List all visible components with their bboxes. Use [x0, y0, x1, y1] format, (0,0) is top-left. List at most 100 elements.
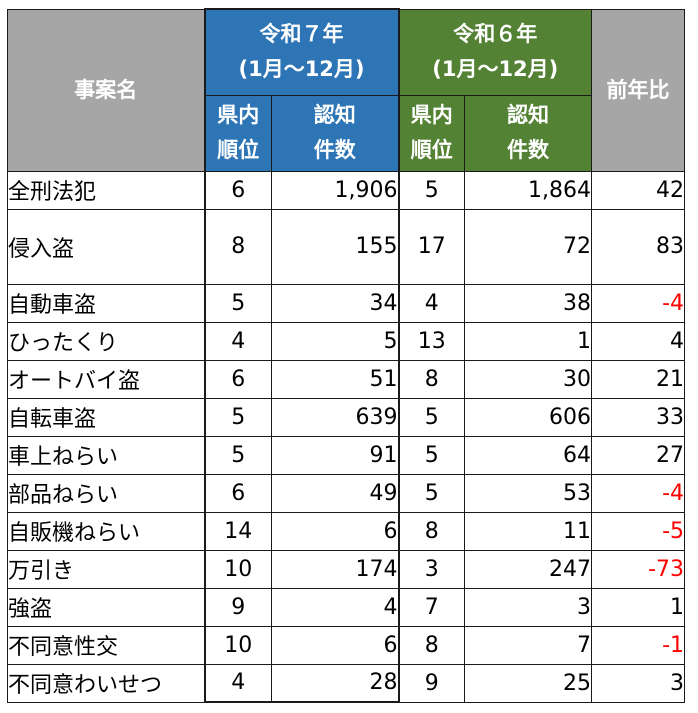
row-r6-rank: 4 [398, 283, 465, 323]
row-diff: 21 [591, 359, 685, 399]
row-r6-count: 606 [464, 397, 592, 437]
row-r6-rank: 17 [398, 208, 465, 285]
crime-stats-table-container: 事案名 令和７年 (1月～12月) 令和６年 (1月～12月) 前年比 県内 順… [7, 8, 685, 703]
row-name: ひったくり [7, 321, 205, 361]
row-r7-count: 28 [271, 663, 400, 703]
table-row: 強盗 9 4 7 3 1 [7, 587, 685, 627]
header-r7-range: (1月～12月) [238, 57, 365, 82]
row-r6-count: 53 [464, 473, 592, 513]
row-r7-rank: 5 [203, 435, 272, 475]
row-r7-count: 51 [271, 359, 400, 399]
header-r6-year: 令和６年 [453, 22, 538, 46]
row-r6-count: 25 [464, 663, 592, 703]
header-r6-count-line1: 認知 [507, 103, 549, 127]
row-r6-count: 38 [464, 283, 592, 323]
row-name: 車上ねらい [7, 435, 205, 475]
table-row: オートバイ盗 6 51 8 30 21 [7, 359, 685, 399]
row-r6-rank: 5 [398, 473, 465, 513]
table-row: 車上ねらい 5 91 5 64 27 [7, 435, 685, 475]
row-r6-count: 1,864 [464, 170, 592, 210]
row-diff: 83 [591, 208, 685, 285]
header-diff: 前年比 [591, 8, 685, 172]
row-diff: 1 [591, 587, 685, 627]
header-r7-year: 令和７年 [259, 22, 344, 47]
table-row: ひったくり 4 5 13 1 4 [7, 321, 685, 361]
row-r6-rank: 5 [398, 435, 465, 475]
row-r7-count: 5 [271, 321, 400, 361]
crime-stats-table: 事案名 令和７年 (1月～12月) 令和６年 (1月～12月) 前年比 県内 順… [7, 8, 685, 703]
table-row: 万引き 10 174 3 247 -73 [7, 549, 685, 589]
row-r6-rank: 13 [398, 321, 465, 361]
header-r6-rank: 県内 順位 [398, 94, 465, 172]
row-name: オートバイ盗 [7, 359, 205, 399]
row-r7-rank: 14 [203, 511, 272, 551]
row-r7-count: 6 [271, 625, 400, 665]
row-r6-rank: 8 [398, 511, 465, 551]
header-category: 事案名 [7, 8, 205, 172]
row-r6-count: 1 [464, 321, 592, 361]
row-r6-count: 11 [464, 511, 592, 551]
table-row: 自販機ねらい 14 6 8 11 -5 [7, 511, 685, 551]
row-r7-count: 4 [271, 587, 400, 627]
header-r6-period: 令和６年 (1月～12月) [398, 8, 592, 96]
row-diff: 42 [591, 170, 685, 210]
row-r7-rank: 6 [203, 359, 272, 399]
table-row: 侵入盗 8 155 17 72 83 [7, 208, 685, 285]
row-r6-count: 64 [464, 435, 592, 475]
row-name: 不同意わいせつ [7, 663, 205, 703]
row-r7-count: 49 [271, 473, 400, 513]
row-r7-rank: 8 [203, 208, 272, 285]
header-r7-rank-line2: 順位 [217, 138, 260, 162]
row-r6-rank: 8 [398, 625, 465, 665]
row-r7-count: 639 [271, 397, 400, 437]
row-name: 自販機ねらい [7, 511, 205, 551]
header-r7-count: 認知 件数 [271, 94, 400, 172]
row-r7-count: 34 [271, 283, 400, 323]
row-r7-rank: 4 [203, 321, 272, 361]
row-r7-rank: 4 [203, 663, 272, 703]
header-r6-range: (1月～12月) [432, 57, 559, 81]
header-r6-rank-line2: 順位 [410, 138, 453, 162]
table-row: 自転車盗 5 639 5 606 33 [7, 397, 685, 437]
header-r7-rank-line1: 県内 [217, 103, 260, 127]
table-row: 不同意性交 10 6 8 7 -1 [7, 625, 685, 665]
row-r6-rank: 5 [398, 170, 465, 210]
row-r7-count: 155 [271, 208, 400, 285]
row-r6-count: 30 [464, 359, 592, 399]
row-name: 侵入盗 [7, 208, 205, 285]
row-r6-rank: 9 [398, 663, 465, 703]
row-r7-rank: 5 [203, 283, 272, 323]
row-name: 強盗 [7, 587, 205, 627]
row-r7-rank: 10 [203, 549, 272, 589]
header-r6-count-line2: 件数 [507, 138, 549, 162]
row-r6-rank: 7 [398, 587, 465, 627]
row-r6-rank: 5 [398, 397, 465, 437]
row-diff: 3 [591, 663, 685, 703]
row-diff: -73 [591, 549, 685, 589]
header-r6-rank-line1: 県内 [410, 103, 453, 127]
row-name: 自動車盗 [7, 283, 205, 323]
row-r7-rank: 10 [203, 625, 272, 665]
row-r7-rank: 6 [203, 170, 272, 210]
row-name: 全刑法犯 [7, 170, 205, 210]
header-r6-count: 認知 件数 [464, 94, 592, 172]
table-row: 自動車盗 5 34 4 38 -4 [7, 283, 685, 323]
header-r7-count-line1: 認知 [313, 103, 356, 127]
row-r7-count: 174 [271, 549, 400, 589]
row-r7-rank: 5 [203, 397, 272, 437]
row-r6-count: 247 [464, 549, 592, 589]
table-row: 全刑法犯 6 1,906 5 1,864 42 [7, 170, 685, 210]
row-diff: 27 [591, 435, 685, 475]
row-name: 不同意性交 [7, 625, 205, 665]
row-diff: 33 [591, 397, 685, 437]
row-diff: 4 [591, 321, 685, 361]
header-r7-count-line2: 件数 [313, 138, 356, 162]
row-r7-rank: 6 [203, 473, 272, 513]
row-r6-rank: 3 [398, 549, 465, 589]
row-r6-count: 72 [464, 208, 592, 285]
row-r7-rank: 9 [203, 587, 272, 627]
row-r7-count: 1,906 [271, 170, 400, 210]
row-r6-count: 3 [464, 587, 592, 627]
header-r7-rank: 県内 順位 [203, 94, 272, 172]
table-row: 部品ねらい 6 49 5 53 -4 [7, 473, 685, 513]
